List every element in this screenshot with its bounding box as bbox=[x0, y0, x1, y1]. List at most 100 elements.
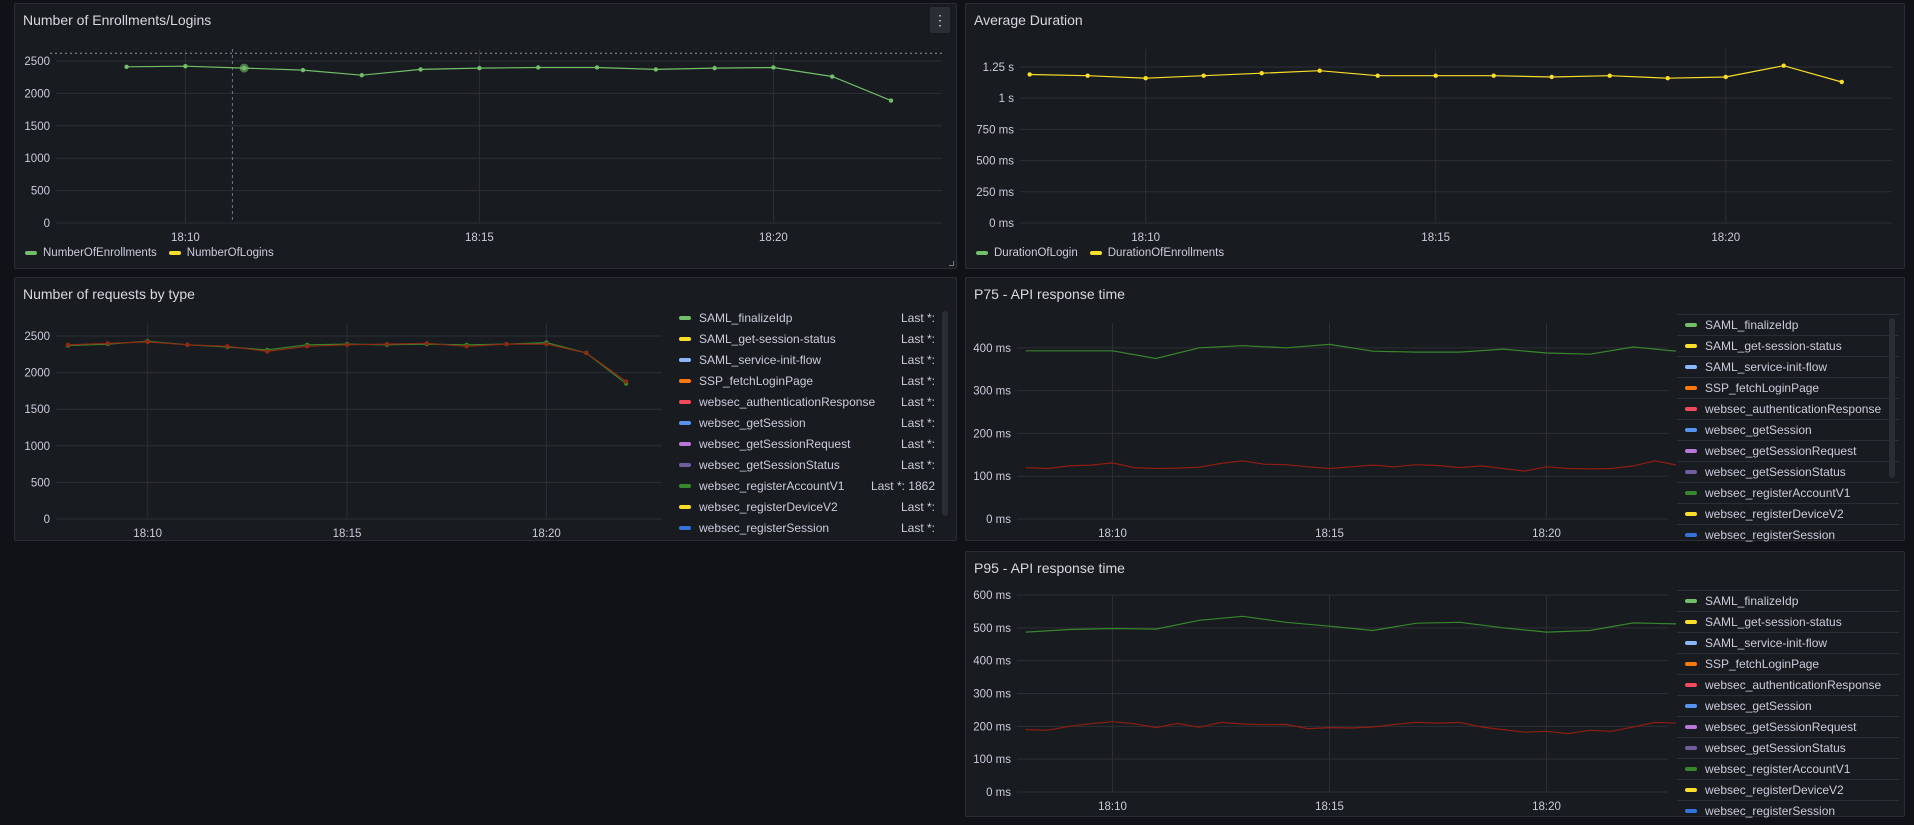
x-tick-label: 18:20 bbox=[759, 232, 788, 244]
legend-swatch bbox=[1685, 323, 1697, 327]
legend-swatch bbox=[1685, 641, 1697, 645]
legend-item[interactable]: DurationOfEnrollments bbox=[1089, 247, 1224, 259]
legend-item[interactable]: websec_registerAccountV1 Last *: 1862 bbox=[671, 475, 951, 496]
p95-chart[interactable]: 0 ms 100 ms 200 ms 300 ms 400 ms 500 ms 600 ms… bbox=[966, 552, 1676, 818]
legend-item[interactable]: websec_registerDeviceV2 Last *: bbox=[671, 496, 951, 517]
p75-chart[interactable]: 0 ms 100 ms 200 ms 300 ms 400 ms 18:10 18:15 18… bbox=[966, 278, 1676, 542]
legend-item[interactable]: SAML_finalizeIdp bbox=[1677, 590, 1899, 611]
legend-item[interactable]: websec_getSession bbox=[1677, 695, 1899, 716]
legend-label: websec_registerDeviceV2 bbox=[1705, 783, 1844, 797]
legend-swatch bbox=[976, 251, 988, 255]
legend-item[interactable]: websec_authenticationResponse Last *: bbox=[671, 391, 951, 412]
y-tick-label: 750 ms bbox=[976, 124, 1014, 136]
legend-item[interactable]: DurationOfLogin bbox=[976, 247, 1078, 259]
legend-item[interactable]: websec_authenticationResponse bbox=[1677, 674, 1899, 695]
legend-label: websec_authenticationResponse bbox=[1705, 678, 1882, 692]
x-tick-label: 18:20 bbox=[1711, 232, 1740, 244]
legend-scrollbar[interactable] bbox=[942, 311, 948, 516]
legend-item[interactable]: NumberOfEnrollments bbox=[25, 247, 157, 259]
y-tick-label: 1000 bbox=[24, 153, 50, 165]
data-point bbox=[1085, 73, 1090, 78]
y-tick-label: 1 s bbox=[999, 93, 1015, 105]
series-line bbox=[126, 65, 892, 102]
panel-title: P95 - API response time bbox=[974, 560, 1125, 576]
legend-swatch bbox=[1685, 470, 1697, 474]
legend-label: websec_registerSession bbox=[1705, 528, 1836, 542]
legend-item[interactable]: websec_getSession Last *: bbox=[671, 412, 951, 433]
legend-item[interactable]: websec_getSessionStatus Last *: bbox=[671, 454, 951, 475]
legend-item[interactable]: websec_registerSession bbox=[1677, 800, 1899, 818]
legend-value: Last *: bbox=[900, 394, 935, 409]
legend-label: SAML_get-session-status bbox=[1705, 615, 1842, 629]
legend-item[interactable]: SAML_get-session-status bbox=[1677, 611, 1899, 632]
legend-item[interactable]: websec_registerAccountV1 bbox=[1677, 758, 1899, 779]
legend-swatch bbox=[679, 420, 691, 425]
enrollments-chart[interactable]: 0 500 1000 1500 2000 2500 18:10 18:15 18:20 bbox=[15, 4, 958, 270]
legend-item[interactable]: SAML_service-init-flow Last *: bbox=[671, 349, 951, 370]
legend-item[interactable]: SSP_fetchLoginPage Last *: bbox=[671, 370, 951, 391]
data-point bbox=[1607, 73, 1612, 78]
y-tick-label: 1000 bbox=[24, 441, 50, 453]
x-tick-label: 18:15 bbox=[1315, 528, 1344, 540]
legend-item[interactable]: websec_registerDeviceV2 bbox=[1677, 779, 1899, 800]
legend-item[interactable]: SAML_finalizeIdp Last *: bbox=[671, 307, 951, 328]
legend-swatch bbox=[1685, 407, 1697, 411]
legend-item[interactable]: SSP_fetchLoginPage bbox=[1677, 653, 1899, 674]
legend-item[interactable]: SAML_get-session-status bbox=[1677, 335, 1899, 356]
legend-item[interactable]: websec_getSessionRequest Last *: bbox=[671, 433, 951, 454]
data-point bbox=[424, 341, 429, 346]
legend-item[interactable]: websec_registerDeviceV2 bbox=[1677, 503, 1899, 524]
data-point bbox=[1317, 68, 1322, 73]
legend-item[interactable]: websec_authenticationResponse bbox=[1677, 398, 1899, 419]
legend-item[interactable]: SAML_finalizeIdp bbox=[1677, 314, 1899, 335]
legend-item[interactable]: websec_getSessionRequest bbox=[1677, 440, 1899, 461]
x-tick-label: 18:20 bbox=[1532, 801, 1561, 813]
y-tick-label: 1.25 s bbox=[983, 62, 1015, 74]
legend-item[interactable]: websec_getSession bbox=[1677, 419, 1899, 440]
y-tick-label: 500 bbox=[31, 186, 50, 198]
y-tick-label: 2500 bbox=[24, 56, 50, 68]
panel-p75-response-time: P75 - API response time 0 ms 100 ms 200 ms… bbox=[965, 277, 1905, 542]
legend-value: Last *: bbox=[900, 415, 935, 430]
vertical-ellipsis-icon[interactable]: ⋮ bbox=[930, 7, 950, 33]
data-point bbox=[384, 341, 390, 347]
duration-chart[interactable]: 0 ms 250 ms 500 ms 750 ms 1 s 1.25 s 18:10 18:1… bbox=[966, 4, 1906, 270]
legend-value: Last *: bbox=[900, 436, 935, 451]
legend-item[interactable]: SAML_get-session-status Last *: bbox=[671, 328, 951, 349]
y-tick-label: 2000 bbox=[24, 88, 50, 100]
legend-label: websec_getSessionStatus bbox=[1705, 465, 1846, 479]
y-tick-label: 500 ms bbox=[973, 623, 1011, 635]
legend-item[interactable]: websec_registerSession bbox=[1677, 524, 1899, 542]
resize-handle[interactable] bbox=[949, 261, 954, 266]
legend-item[interactable]: SSP_fetchLoginPage bbox=[1677, 377, 1899, 398]
legend-item[interactable]: websec_registerAccountV1 bbox=[1677, 482, 1899, 503]
legend-swatch bbox=[679, 462, 691, 467]
legend-item[interactable]: websec_getSessionRequest bbox=[1677, 716, 1899, 737]
data-point bbox=[771, 65, 776, 70]
legend-label: SAML_service-init-flow bbox=[699, 352, 822, 367]
y-tick-label: 300 ms bbox=[973, 386, 1011, 398]
y-tick-label: 0 ms bbox=[986, 514, 1011, 526]
legend-swatch bbox=[1685, 512, 1697, 516]
requests-chart[interactable]: 0 500 1000 1500 2000 2500 18:10 18:15 18:20 bbox=[15, 278, 675, 542]
legend-swatch bbox=[679, 336, 691, 341]
legend-item[interactable]: NumberOfLogins bbox=[168, 247, 274, 259]
data-point bbox=[623, 379, 629, 384]
x-tick-label: 18:10 bbox=[1098, 528, 1127, 540]
data-point bbox=[304, 344, 310, 349]
legend-label: websec_registerSession bbox=[699, 520, 830, 535]
x-tick-label: 18:20 bbox=[532, 528, 561, 540]
data-point bbox=[185, 342, 190, 348]
series-line bbox=[1025, 615, 1676, 633]
x-tick-label: 18:15 bbox=[465, 232, 494, 244]
data-point bbox=[418, 67, 423, 72]
legend-item[interactable]: SAML_service-init-flow bbox=[1677, 632, 1899, 653]
legend-item[interactable]: SAML_service-init-flow bbox=[1677, 356, 1899, 377]
legend-item[interactable]: websec_registerSession Last *: bbox=[671, 517, 951, 537]
legend-scrollbar[interactable] bbox=[1889, 318, 1895, 478]
legend-label: websec_getSessionStatus bbox=[1705, 741, 1846, 755]
legend-item[interactable]: websec_getSessionStatus bbox=[1677, 737, 1899, 758]
y-tick-label: 400 ms bbox=[973, 343, 1011, 355]
legend-swatch bbox=[679, 504, 691, 509]
legend-item[interactable]: websec_getSessionStatus bbox=[1677, 461, 1899, 482]
